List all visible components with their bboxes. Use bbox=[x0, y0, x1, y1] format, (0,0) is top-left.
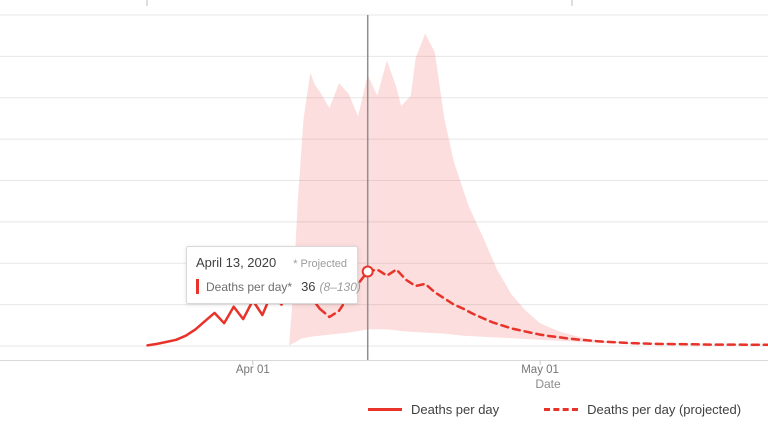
legend-label: Deaths per day bbox=[411, 402, 500, 417]
chart-legend: Deaths per day Deaths per day (projected… bbox=[368, 402, 741, 417]
dashed-line-swatch-icon bbox=[544, 408, 579, 411]
tooltip-date: April 13, 2020 bbox=[196, 255, 277, 270]
solid-line-swatch-icon bbox=[368, 408, 402, 411]
tooltip-value: 36 bbox=[301, 279, 316, 294]
legend-item-deaths-per-day: Deaths per day bbox=[368, 402, 499, 417]
x-tick-label: Apr 01 bbox=[235, 364, 270, 376]
x-tick-labels: Apr 01 May 01 bbox=[0, 364, 768, 378]
tooltip-series-label: Deaths per day* bbox=[206, 279, 293, 294]
series-color-swatch bbox=[196, 279, 199, 294]
tooltip-projected-note: * Projected bbox=[293, 258, 347, 270]
legend-item-deaths-per-day-projected: Deaths per day (projected) bbox=[544, 402, 741, 417]
chart-tooltip: April 13, 2020 * Projected Deaths per da… bbox=[186, 246, 361, 304]
deaths-per-day-chart[interactable] bbox=[0, 0, 768, 368]
x-tick-label: May 01 bbox=[521, 364, 559, 376]
tooltip-uncertainty-range: (8–130) bbox=[319, 279, 361, 294]
x-axis-title: Date bbox=[535, 377, 561, 391]
legend-label: Deaths per day (projected) bbox=[587, 402, 742, 417]
